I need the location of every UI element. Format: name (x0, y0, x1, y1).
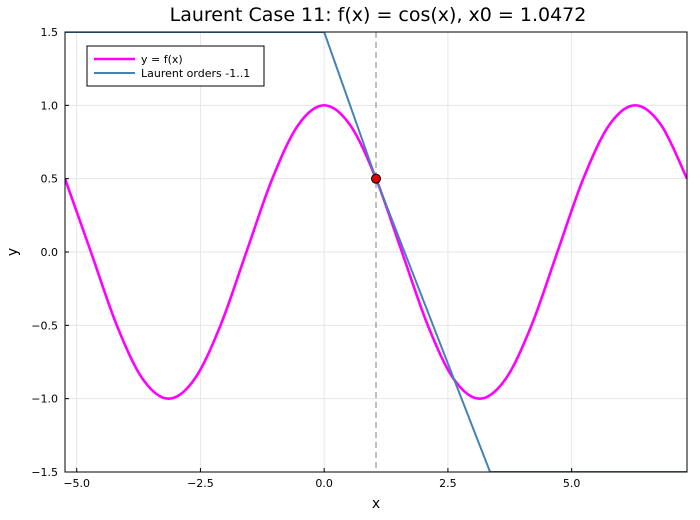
legend-entry: Laurent orders -1..1 (141, 67, 250, 80)
y-axis-label: y (5, 248, 21, 256)
x-tick-label: 2.5 (439, 477, 457, 490)
x-axis-label: x (372, 496, 380, 512)
x-tick-label: −5.0 (63, 477, 90, 490)
y-tick-label: 1.0 (41, 99, 59, 112)
ticks: −5.0 −2.5 0.0 2.5 5.0 −1.5 −1.0 −0.5 0.0 0.5 1.0 1.… (31, 26, 580, 490)
expansion-point-marker (371, 173, 382, 184)
y-tick-label: 1.5 (41, 26, 59, 39)
y-tick-label: 0.5 (41, 173, 59, 186)
x-tick-label: 5.0 (563, 477, 581, 490)
x-tick-label: −2.5 (187, 477, 214, 490)
legend-entry: y = f(x) (141, 53, 183, 66)
legend: y = f(x)Laurent orders -1..1 (86, 45, 265, 87)
x-tick-label: 0.0 (315, 477, 333, 490)
y-tick-label: −0.5 (31, 319, 58, 332)
chart-title: Laurent Case 11: f(x) = cos(x), x0 = 1.0… (170, 4, 587, 26)
y-tick-label: −1.5 (31, 466, 58, 479)
legend-box (86, 45, 265, 87)
y-tick-label: −1.0 (31, 393, 58, 406)
y-tick-label: 0.0 (41, 246, 59, 259)
